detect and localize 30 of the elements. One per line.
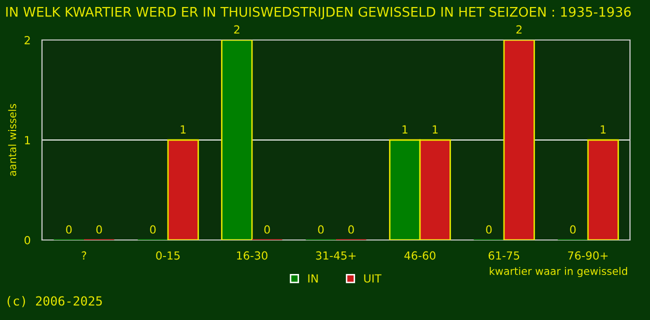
x-tick-label: 61-75 — [488, 251, 520, 260]
legend-label: UIT — [364, 274, 382, 283]
data-label: 1 — [600, 125, 606, 134]
text: (c) 2006-2025 — [8, 296, 102, 308]
y-tick-label: 0 — [24, 236, 30, 244]
y-tick-label: 1 — [25, 136, 30, 144]
legend-label: IN — [308, 274, 318, 282]
data-label: 2 — [516, 25, 522, 34]
data-label: 1 — [402, 125, 408, 134]
data-label: 2 — [234, 25, 240, 34]
x-axis-title: kwartier waar in gewisseld — [490, 266, 628, 278]
x-tick-label: 16-30 — [237, 251, 268, 260]
data-label: 0 — [66, 225, 72, 234]
data-label: 1 — [180, 125, 186, 134]
data-label: 1 — [432, 125, 438, 134]
data-label: 0 — [318, 225, 324, 234]
data-label: 0 — [486, 225, 492, 234]
y-tick-label: 2 — [24, 36, 30, 44]
x-tick-label: ? — [82, 251, 86, 260]
x-tick-label: 46-60 — [404, 251, 436, 260]
y-axis-title: aantal wissels — [8, 104, 16, 176]
data-label: 0 — [150, 225, 156, 234]
data-label: 0 — [264, 225, 270, 234]
data-label: 0 — [570, 225, 576, 234]
x-tick-label: 31-45+ — [316, 251, 356, 260]
data-label: 0 — [348, 225, 354, 234]
x-tick-label: 0-15 — [156, 251, 180, 260]
data-label: 0 — [96, 225, 102, 234]
chart-title: IN WELK KWARTIER WERD ER IN THUISWEDSTRIJDEN GEWISSELD IN HET SEIZOEN : 1935-1936 — [6, 6, 631, 20]
x-tick-label: 76-90+ — [568, 251, 608, 260]
